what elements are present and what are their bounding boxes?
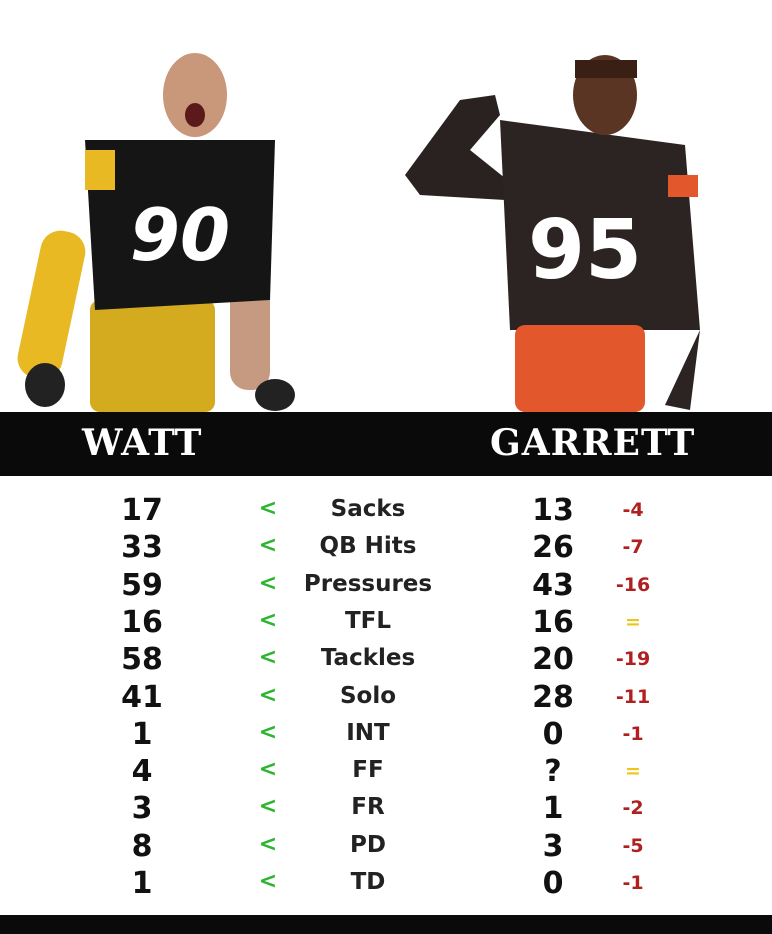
comparison-sign: <: [258, 869, 278, 894]
garrett-value: 13: [532, 493, 574, 528]
difference: -19: [615, 648, 651, 671]
comparison-sign: <: [258, 645, 278, 671]
stat-name: Solo: [339, 682, 397, 709]
player-name: GARRETT: [490, 422, 696, 464]
watt-value: 17: [121, 493, 163, 528]
difference: =: [625, 610, 641, 633]
watt-value: 8: [131, 828, 153, 864]
garrett-value: 28: [532, 679, 574, 715]
watt-value: 4: [131, 754, 153, 790]
player-watt: 90: [17, 53, 295, 412]
garrett-value: 0: [542, 866, 564, 901]
comparison-sign: <: [258, 757, 278, 783]
jersey-number: 95: [528, 203, 642, 298]
watt-value: 58: [121, 642, 163, 678]
stat-row: 1 < TD 0 -1: [0, 866, 772, 903]
garrett-value: 0: [542, 716, 564, 752]
garrett-value: ?: [544, 754, 562, 790]
stat-name: FF: [352, 757, 384, 784]
difference: -5: [622, 834, 644, 857]
garrett-value: 43: [532, 567, 574, 603]
player-name: WATT: [82, 422, 203, 464]
garrett-value: 20: [532, 642, 574, 678]
stat-row: 16 < TFL 16 =: [0, 605, 772, 642]
difference: -11: [615, 685, 651, 708]
jersey-number: 90: [130, 193, 230, 277]
watt-value: 1: [131, 716, 153, 752]
watt-value: 33: [121, 530, 163, 566]
garrett-value: 16: [532, 604, 574, 640]
comparison-sign: <: [258, 682, 278, 708]
watt-value: 59: [121, 567, 163, 603]
stat-name: QB Hits: [319, 533, 417, 560]
comparison-sign: <: [258, 794, 278, 820]
stat-row: 59 < Pressures 43 -16: [0, 568, 772, 605]
stat-name: PD: [350, 831, 386, 858]
stat-name: TD: [350, 869, 386, 895]
name-bar: WATT GARRETT: [0, 412, 772, 476]
stat-row: 17 < Sacks 13 -4: [0, 493, 772, 530]
stat-row: 58 < Tackles 20 -19: [0, 642, 772, 679]
stat-name: Pressures: [303, 570, 433, 597]
watt-value: 1: [131, 866, 153, 901]
garrett-value: 1: [542, 791, 564, 827]
difference: -2: [622, 797, 644, 820]
stat-row: 4 < FF? =: [0, 754, 772, 791]
player-garrett: 95: [405, 55, 700, 412]
stat-row: 1 < INT 0 -1: [0, 717, 772, 754]
comparison-sign: <: [258, 719, 278, 745]
stat-name: Sacks: [330, 496, 406, 522]
difference: -1: [622, 872, 644, 894]
footer-bar: [0, 915, 772, 934]
player-photos: 90 95: [17, 53, 700, 412]
difference: -1: [622, 722, 644, 745]
stat-name: Tackles: [320, 645, 416, 672]
stat-name: INT: [346, 719, 390, 746]
garrett-value: 26: [532, 530, 574, 566]
difference: =: [625, 760, 641, 783]
stat-name: FR: [351, 794, 385, 821]
watt-value: 16: [121, 604, 163, 640]
stat-row: 33 < QB Hits 26 -7: [0, 530, 772, 567]
comparison-sign: <: [258, 496, 278, 521]
garrett-value: 3: [542, 828, 564, 864]
difference: -4: [622, 499, 644, 521]
stat-row: 3 < FR 1 -2: [0, 791, 772, 828]
stat-row: 8 < PD 3 -5: [0, 829, 772, 866]
comparison-sign: <: [258, 607, 278, 633]
watt-value: 3: [131, 791, 153, 827]
comparison-sign: <: [258, 533, 278, 559]
stat-row: 41 < Solo 28 -11: [0, 680, 772, 717]
difference: -7: [622, 536, 644, 559]
watt-value: 41: [121, 679, 163, 715]
difference: -16: [615, 573, 651, 596]
comparison-sign: <: [258, 831, 278, 857]
comparison-sign: <: [258, 570, 278, 596]
stat-name: TFL: [344, 607, 392, 634]
